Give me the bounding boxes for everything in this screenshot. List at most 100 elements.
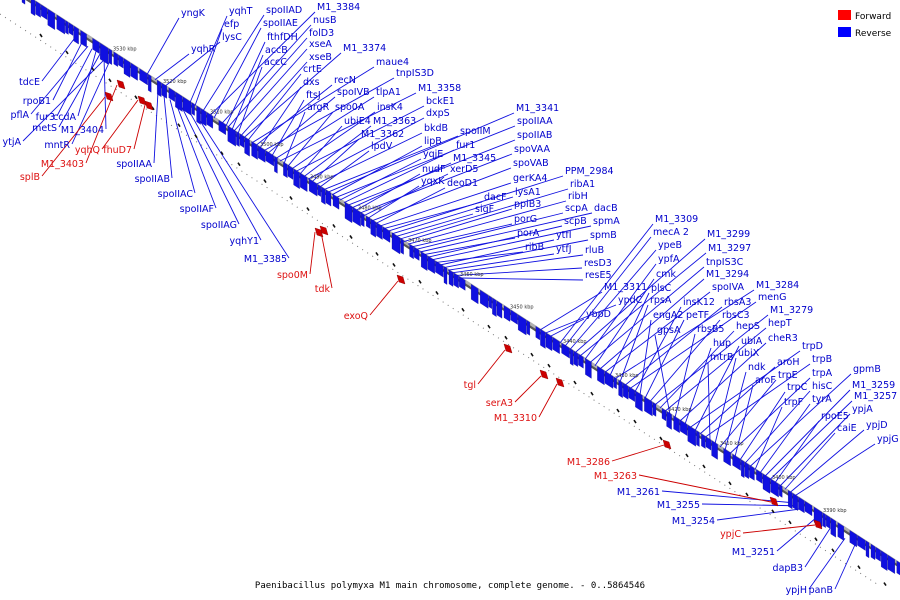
reverse-gene-block[interactable] bbox=[443, 266, 448, 285]
reverse-gene-block[interactable] bbox=[741, 459, 745, 479]
reverse-gene-label[interactable]: lysC bbox=[222, 32, 242, 43]
reverse-gene-label[interactable]: M1_3259 bbox=[852, 380, 895, 391]
reverse-gene-label[interactable]: ytfI bbox=[556, 230, 572, 241]
reverse-gene-block[interactable] bbox=[661, 408, 667, 422]
reverse-gene-block[interactable] bbox=[578, 353, 584, 369]
reverse-gene-label[interactable]: porG bbox=[514, 214, 537, 225]
reverse-gene-block[interactable] bbox=[896, 560, 900, 578]
reverse-gene-label[interactable]: accC bbox=[264, 57, 287, 68]
reverse-gene-block[interactable] bbox=[666, 411, 672, 430]
reverse-gene-label[interactable]: ndk bbox=[748, 362, 766, 373]
reverse-gene-label[interactable]: spmB bbox=[590, 230, 617, 241]
reverse-gene-label[interactable]: caiE bbox=[837, 423, 857, 434]
forward-gene-label[interactable]: M1_3263 bbox=[594, 471, 637, 482]
reverse-gene-label[interactable]: M1_3374 bbox=[343, 43, 386, 54]
forward-gene-label[interactable]: yqhQ bbox=[75, 145, 100, 156]
reverse-gene-label[interactable]: xseA bbox=[309, 39, 332, 50]
reverse-gene-label[interactable]: scpB bbox=[564, 216, 587, 227]
reverse-gene-label[interactable]: ypfA bbox=[658, 254, 680, 265]
reverse-gene-label[interactable]: cheR3 bbox=[768, 333, 798, 344]
reverse-gene-label[interactable]: gpsA bbox=[657, 325, 681, 336]
reverse-gene-label[interactable]: M1_3358 bbox=[418, 83, 461, 94]
reverse-gene-block[interactable] bbox=[503, 305, 511, 322]
reverse-gene-block[interactable] bbox=[47, 8, 55, 30]
reverse-gene-label[interactable]: nudF bbox=[422, 164, 446, 175]
forward-gene-label[interactable]: exoQ bbox=[344, 311, 368, 322]
reverse-gene-label[interactable]: spoIIAA bbox=[517, 116, 553, 127]
reverse-gene-label[interactable]: M1_3254 bbox=[672, 516, 715, 527]
reverse-gene-label[interactable]: hepT bbox=[768, 318, 792, 329]
reverse-gene-block[interactable] bbox=[239, 133, 245, 148]
reverse-gene-label[interactable]: M1_3251 bbox=[732, 547, 775, 558]
reverse-gene-block[interactable] bbox=[822, 512, 826, 528]
reverse-gene-block[interactable] bbox=[875, 546, 881, 562]
reverse-gene-block[interactable] bbox=[366, 215, 371, 229]
reverse-gene-block[interactable] bbox=[804, 500, 813, 517]
reverse-gene-block[interactable] bbox=[887, 554, 895, 574]
reverse-gene-block[interactable] bbox=[35, 0, 41, 18]
forward-gene-arrow[interactable] bbox=[662, 439, 672, 450]
reverse-gene-block[interactable] bbox=[788, 490, 793, 510]
reverse-gene-label[interactable]: fur1 bbox=[456, 140, 475, 151]
reverse-gene-label[interactable]: dxpS bbox=[426, 108, 450, 119]
reverse-gene-block[interactable] bbox=[157, 79, 162, 98]
reverse-gene-label[interactable]: M1_3284 bbox=[756, 280, 799, 291]
reverse-gene-block[interactable] bbox=[100, 42, 109, 65]
reverse-gene-block[interactable] bbox=[570, 348, 574, 366]
reverse-gene-block[interactable] bbox=[865, 540, 870, 559]
forward-gene-arrow[interactable] bbox=[137, 95, 147, 106]
reverse-gene-block[interactable] bbox=[762, 473, 771, 494]
reverse-gene-block[interactable] bbox=[352, 206, 361, 227]
reverse-gene-label[interactable]: ypjG bbox=[877, 434, 899, 445]
reverse-gene-block[interactable] bbox=[585, 358, 592, 379]
reverse-gene-label[interactable]: cmk bbox=[656, 269, 676, 280]
reverse-gene-block[interactable] bbox=[244, 136, 250, 157]
reverse-gene-label[interactable]: ribH bbox=[568, 191, 588, 202]
reverse-gene-label[interactable]: resE5 bbox=[585, 270, 612, 281]
reverse-gene-block[interactable] bbox=[770, 478, 779, 498]
reverse-gene-block[interactable] bbox=[496, 300, 503, 319]
reverse-gene-block[interactable] bbox=[161, 82, 167, 99]
reverse-gene-block[interactable] bbox=[448, 269, 454, 287]
reverse-gene-label[interactable]: gpmB bbox=[853, 364, 881, 375]
reverse-gene-block[interactable] bbox=[148, 74, 152, 93]
reverse-gene-label[interactable]: xerD5 bbox=[450, 164, 478, 175]
reverse-gene-block[interactable] bbox=[510, 309, 518, 325]
reverse-gene-label[interactable]: menG bbox=[758, 292, 786, 303]
reverse-gene-label[interactable]: bkdB bbox=[424, 123, 448, 134]
reverse-gene-label[interactable]: ypeB bbox=[658, 240, 682, 251]
reverse-gene-block[interactable] bbox=[139, 68, 148, 86]
reverse-gene-label[interactable]: lysA1 bbox=[515, 187, 541, 198]
reverse-gene-label[interactable]: bckE1 bbox=[426, 96, 455, 107]
forward-gene-label[interactable]: tgl bbox=[464, 380, 476, 391]
reverse-gene-block[interactable] bbox=[673, 415, 680, 434]
reverse-gene-block[interactable] bbox=[723, 448, 731, 467]
reverse-gene-block[interactable] bbox=[623, 382, 629, 400]
reverse-gene-block[interactable] bbox=[300, 172, 308, 192]
reverse-gene-block[interactable] bbox=[65, 20, 69, 35]
reverse-gene-label[interactable]: rbsC3 bbox=[722, 310, 750, 321]
reverse-gene-block[interactable] bbox=[881, 550, 888, 571]
reverse-gene-label[interactable]: spoIIAD bbox=[266, 5, 302, 16]
forward-gene-arrow[interactable] bbox=[539, 369, 549, 380]
reverse-gene-block[interactable] bbox=[635, 390, 643, 412]
reverse-gene-label[interactable]: ubiE4 bbox=[344, 116, 371, 127]
reverse-gene-block[interactable] bbox=[258, 145, 266, 163]
reverse-gene-label[interactable]: hup bbox=[713, 338, 731, 349]
reverse-gene-block[interactable] bbox=[80, 30, 87, 48]
reverse-gene-block[interactable] bbox=[526, 320, 530, 336]
forward-gene-label[interactable]: tdk bbox=[315, 284, 331, 295]
reverse-gene-block[interactable] bbox=[573, 350, 578, 367]
reverse-gene-block[interactable] bbox=[687, 424, 696, 447]
reverse-gene-label[interactable]: M1_3345 bbox=[453, 153, 496, 164]
reverse-gene-block[interactable] bbox=[756, 469, 763, 484]
reverse-gene-block[interactable] bbox=[391, 232, 401, 255]
reverse-gene-block[interactable] bbox=[206, 112, 213, 129]
reverse-gene-block[interactable] bbox=[518, 314, 527, 336]
reverse-gene-label[interactable]: M1_3279 bbox=[770, 305, 813, 316]
forward-gene-arrow[interactable] bbox=[396, 274, 406, 285]
reverse-gene-label[interactable]: ubiX bbox=[738, 348, 760, 359]
reverse-gene-label[interactable]: pflA bbox=[10, 110, 29, 121]
reverse-gene-label[interactable]: lipB bbox=[424, 136, 442, 147]
reverse-gene-block[interactable] bbox=[830, 517, 836, 538]
